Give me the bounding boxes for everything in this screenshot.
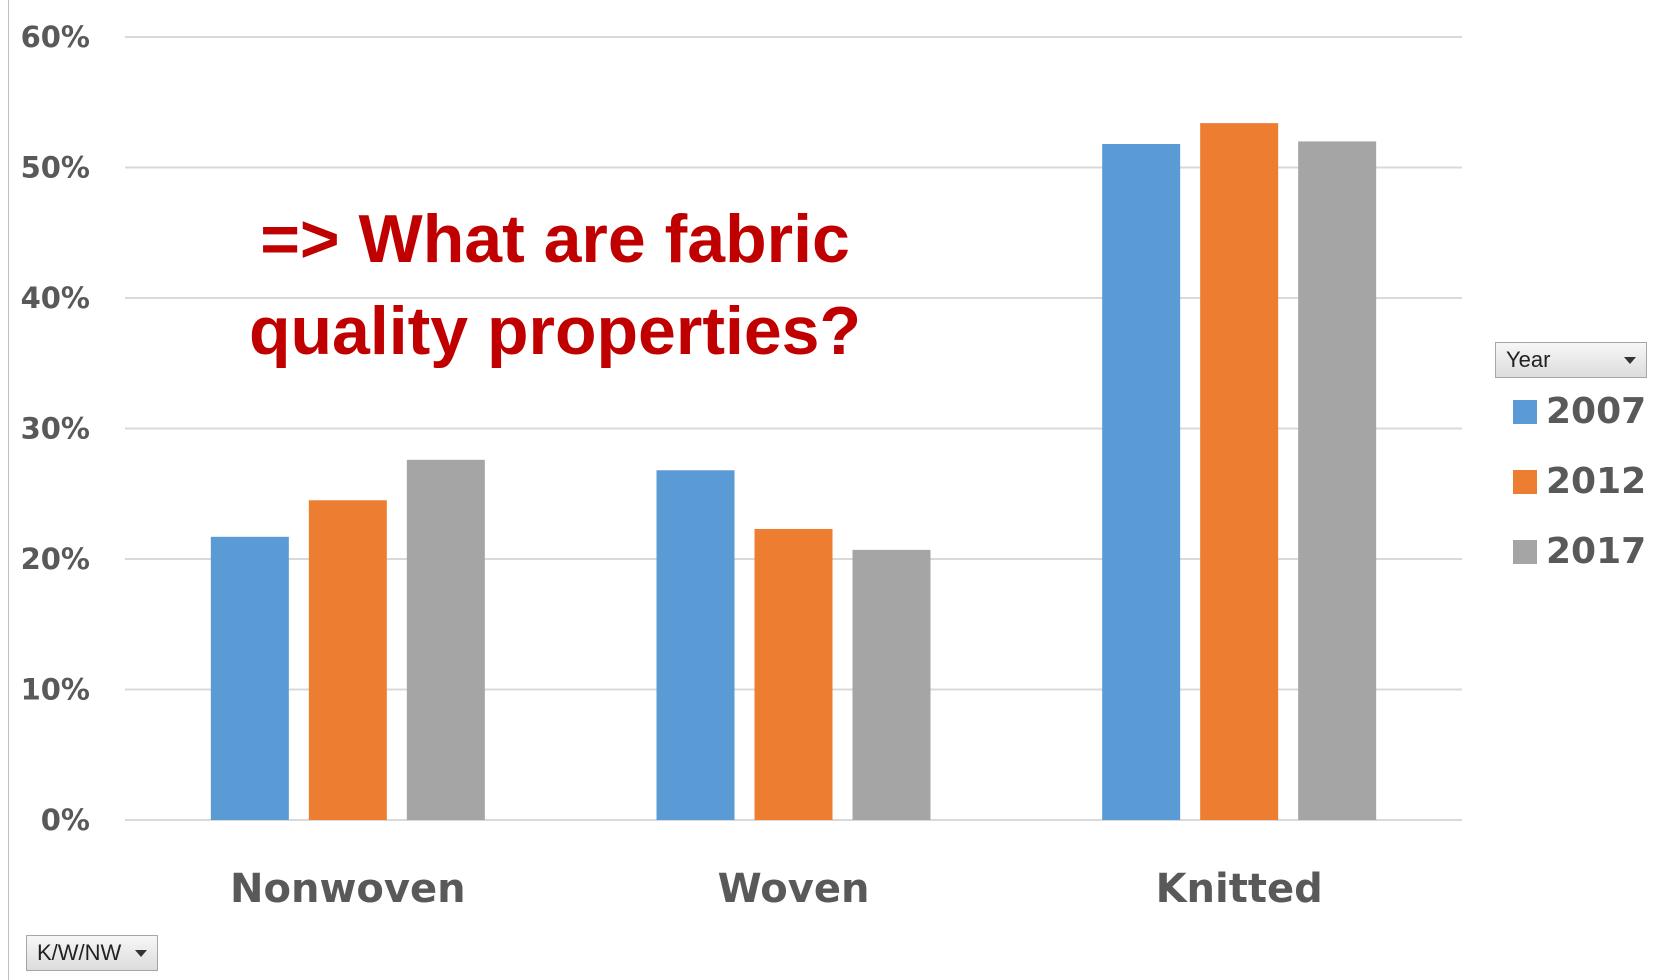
annotation: => What are fabric quality properties? <box>249 201 861 369</box>
chart-left-border <box>8 0 9 980</box>
bars <box>210 123 1377 820</box>
bar-nonwoven-2007 <box>210 536 289 820</box>
bar-woven-2012 <box>754 528 833 820</box>
bar-nonwoven-2017 <box>406 459 485 820</box>
y-tick-label: 10% <box>21 673 90 707</box>
year-filter-dropdown[interactable]: Year <box>1495 342 1647 378</box>
chevron-down-icon <box>135 949 147 957</box>
legend-swatch-2007 <box>1513 400 1537 424</box>
y-tick-label: 60% <box>21 20 90 54</box>
bar-knitted-2017 <box>1298 141 1377 820</box>
legend-label-2007: 2007 <box>1546 391 1646 432</box>
legend-label-2017: 2017 <box>1546 531 1646 572</box>
bar-woven-2007 <box>656 470 735 820</box>
kwnw-filter-dropdown[interactable]: K/W/NW <box>26 935 158 971</box>
y-tick-label: 30% <box>21 412 90 446</box>
x-axis-categories: Nonwoven Woven Knitted <box>230 866 1323 912</box>
y-tick-label: 0% <box>41 803 90 837</box>
y-axis-ticks: 0% 10% 20% 30% 40% 50% 60% <box>21 20 90 837</box>
kwnw-filter-label: K/W/NW <box>37 940 122 965</box>
bar-knitted-2007 <box>1102 144 1181 820</box>
y-tick-label: 50% <box>21 151 90 185</box>
year-filter-label: Year <box>1506 347 1551 372</box>
bar-nonwoven-2012 <box>308 500 387 820</box>
legend-label-2012: 2012 <box>1546 461 1646 502</box>
x-category-label: Woven <box>718 866 870 912</box>
legend-swatch-2017 <box>1513 540 1537 564</box>
bar-woven-2017 <box>852 549 931 820</box>
legend: 2007 2012 2017 <box>1513 391 1646 572</box>
x-category-label: Nonwoven <box>230 866 466 912</box>
chevron-down-icon <box>1624 356 1636 364</box>
annotation-line-2: quality properties? <box>249 293 861 369</box>
x-category-label: Knitted <box>1156 866 1323 912</box>
y-tick-label: 40% <box>21 281 90 315</box>
annotation-line-1: => What are fabric <box>260 201 850 277</box>
y-tick-label: 20% <box>21 542 90 576</box>
bar-knitted-2012 <box>1200 123 1279 820</box>
legend-swatch-2012 <box>1513 470 1537 494</box>
